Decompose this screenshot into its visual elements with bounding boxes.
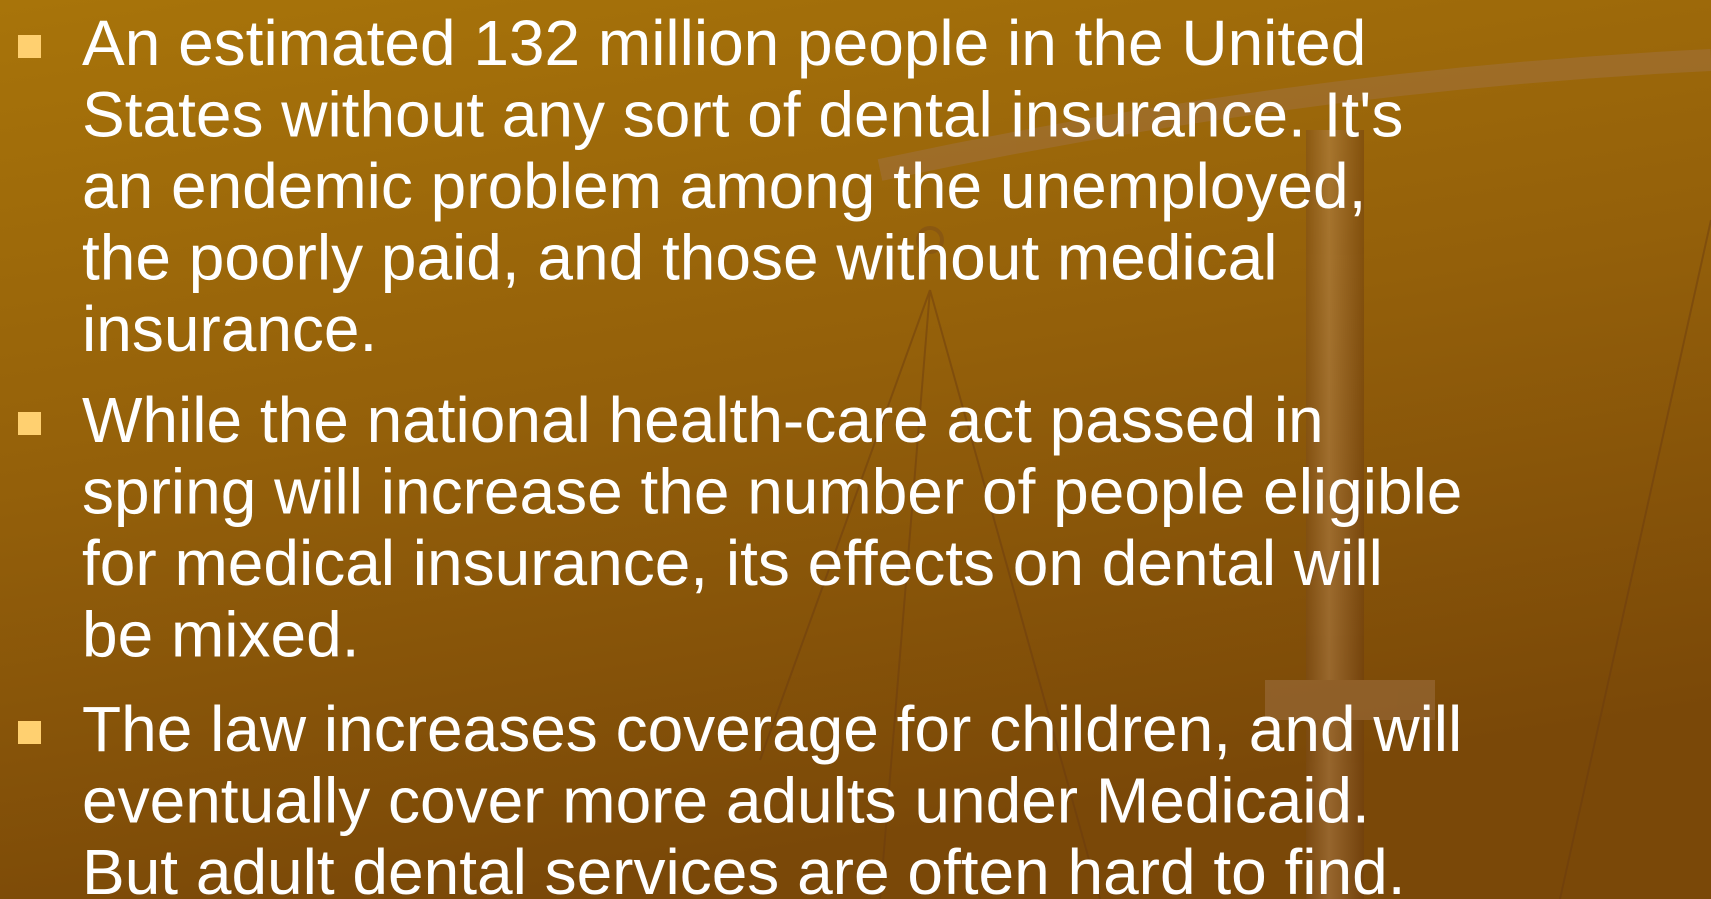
bullet-text-line: States without any sort of dental insura… bbox=[82, 79, 1403, 151]
bullet-text-line: eventually cover more adults under Medic… bbox=[82, 765, 1370, 837]
bullet-text-line: insurance. bbox=[82, 293, 377, 365]
slide: An estimated 132 million people in the U… bbox=[0, 0, 1711, 899]
bullet-text-line: An estimated 132 million people in the U… bbox=[82, 7, 1366, 79]
bullet-text-line: be mixed. bbox=[82, 599, 359, 671]
bullet-text-line: the poorly paid, and those without medic… bbox=[82, 222, 1277, 294]
bullet-marker bbox=[18, 412, 41, 435]
bullet-text-line: While the national health-care act passe… bbox=[82, 384, 1324, 456]
bullet-text-line: spring will increase the number of peopl… bbox=[82, 456, 1462, 528]
bullet-text-line: The law increases coverage for children,… bbox=[82, 693, 1462, 765]
bullet-text-line: But adult dental services are often hard… bbox=[82, 836, 1405, 899]
bullet-text-line: for medical insurance, its effects on de… bbox=[82, 527, 1383, 599]
bullet-text-line: an endemic problem among the unemployed, bbox=[82, 150, 1366, 222]
bullet-marker bbox=[18, 35, 41, 58]
bullet-marker bbox=[18, 721, 41, 744]
bullet-list: An estimated 132 million people in the U… bbox=[18, 7, 1462, 899]
